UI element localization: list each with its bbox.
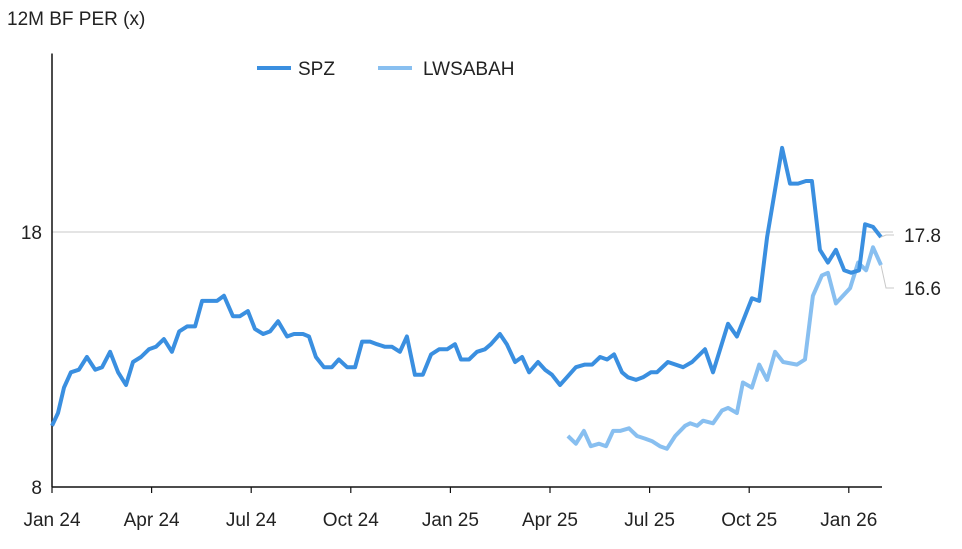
y-axis-title: 12M BF PER (x) (7, 9, 145, 30)
legend-label: SPZ (298, 59, 335, 80)
legend-label: LWSABAH (423, 59, 515, 80)
end-value-label: 17.8 (904, 226, 941, 247)
x-tick-label: Jan 25 (422, 510, 479, 531)
x-tick-label: Jan 26 (820, 510, 877, 531)
series-line-spz (50, 145, 883, 427)
end-value-label: 16.6 (904, 279, 941, 300)
series-line-lwsabah (566, 245, 883, 451)
x-tick-label: Jul 24 (226, 510, 277, 531)
x-tick-label: Apr 25 (522, 510, 578, 531)
y-tick-label: 8 (31, 478, 42, 499)
x-tick-label: Oct 25 (721, 510, 777, 531)
end-label-leader (880, 265, 895, 289)
x-tick-label: Apr 24 (124, 510, 180, 531)
x-tick-label: Jul 25 (624, 510, 675, 531)
x-tick-label: Jan 24 (23, 510, 80, 531)
x-tick-label: Oct 24 (323, 510, 379, 531)
end-label-leader (880, 234, 895, 238)
y-tick-label: 18 (21, 223, 42, 244)
